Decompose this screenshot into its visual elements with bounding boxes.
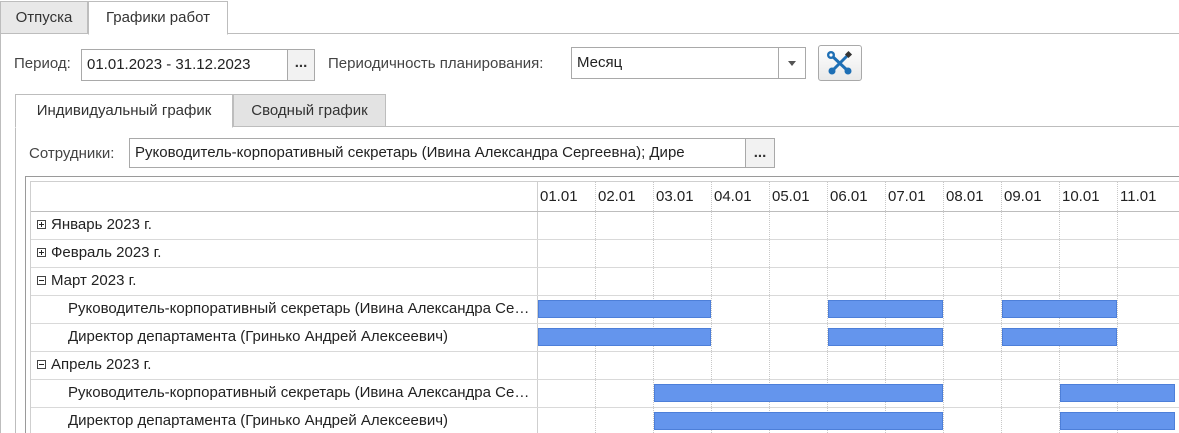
gantt-row-line: [31, 323, 1179, 324]
chevron-down-icon[interactable]: [778, 47, 806, 79]
tabs-underline: [0, 33, 1179, 34]
gantt-day-gridline: [1059, 211, 1060, 433]
gantt-employee-label[interactable]: Директор департамента (Гринько Андрей Ал…: [68, 412, 449, 429]
gantt-day-label: 02.01: [598, 188, 636, 205]
gantt-day-label: 04.01: [714, 188, 752, 205]
gantt-header-divider: [653, 182, 654, 211]
gantt-row-line: [31, 407, 1179, 408]
tab-summary-schedule[interactable]: Сводный график: [233, 94, 386, 127]
schedule-bar[interactable]: [654, 412, 943, 430]
employees-select-button[interactable]: ...: [745, 138, 775, 168]
schedule-bar[interactable]: [1002, 328, 1117, 346]
schedule-bar[interactable]: [1060, 412, 1175, 430]
gantt-row-line: [31, 239, 1179, 240]
gantt-header-divider: [711, 182, 712, 211]
gantt-day-gridline: [595, 211, 596, 433]
gantt-day-gridline: [1001, 211, 1002, 433]
gantt-group-label[interactable]: Февраль 2023 г.: [51, 244, 162, 261]
gantt-header-divider: [595, 182, 596, 211]
gantt-row-line: [31, 379, 1179, 380]
tab-work-schedules[interactable]: Графики работ: [88, 1, 228, 35]
gantt-row-line: [31, 267, 1179, 268]
gantt-day-gridline: [827, 211, 828, 433]
schedule-bar[interactable]: [538, 328, 711, 346]
expand-icon[interactable]: [37, 248, 46, 257]
gantt-day-label: 03.01: [656, 188, 694, 205]
gantt-header-divider: [1117, 182, 1118, 211]
gantt-header-divider: [1001, 182, 1002, 211]
gantt-group-label[interactable]: Апрель 2023 г.: [51, 356, 152, 373]
gantt-header-line: [31, 211, 1179, 212]
period-select-button[interactable]: ...: [287, 49, 315, 81]
period-label: Период:: [14, 55, 71, 72]
gantt-day-label: 06.01: [830, 188, 868, 205]
gantt-group-label[interactable]: Январь 2023 г.: [51, 216, 152, 233]
gantt-day-label: 10.01: [1062, 188, 1100, 205]
tab-individual-schedule[interactable]: Индивидуальный график: [15, 94, 233, 128]
gantt-grid: 01.01 02.01 03.01 04.01 05.01 06.01 07.01 08.01…: [30, 181, 1179, 433]
gantt-day-gridline: [885, 211, 886, 433]
wrench-screwdriver-icon: [827, 50, 853, 75]
gantt-column-separator: [537, 182, 538, 433]
gantt-row-line: [31, 295, 1179, 296]
gantt-employee-label[interactable]: Руководитель-корпоративный секретарь (Ив…: [68, 384, 534, 401]
gantt-header-divider: [769, 182, 770, 211]
schedule-bar[interactable]: [654, 384, 943, 402]
gantt-day-gridline: [1117, 211, 1118, 433]
gantt-day-label: 07.01: [888, 188, 926, 205]
settings-button[interactable]: [818, 45, 862, 81]
gantt-day-gridline: [711, 211, 712, 433]
periodicity-label: Периодичность планирования:: [328, 55, 544, 72]
schedule-bar[interactable]: [1060, 384, 1175, 402]
gantt-header-divider: [943, 182, 944, 211]
subtab-frame: [15, 126, 16, 433]
expand-icon[interactable]: [37, 220, 46, 229]
gantt-day-label: 05.01: [772, 188, 810, 205]
gantt-row-line: [31, 351, 1179, 352]
gantt-day-gridline: [943, 211, 944, 433]
gantt-day-gridline: [769, 211, 770, 433]
tab-vacations[interactable]: Отпуска: [0, 1, 88, 34]
schedule-bar[interactable]: [538, 300, 711, 318]
subtabs-underline: [15, 126, 1179, 127]
gantt-group-label[interactable]: Март 2023 г.: [51, 272, 137, 289]
employees-field[interactable]: Руководитель-корпоративный секретарь (Ив…: [129, 138, 747, 168]
collapse-icon[interactable]: [37, 360, 46, 369]
gantt-employee-label[interactable]: Руководитель-корпоративный секретарь (Ив…: [68, 300, 534, 317]
employees-label: Сотрудники:: [29, 145, 115, 162]
schedule-bar[interactable]: [1002, 300, 1117, 318]
gantt-chart: 01.01 02.01 03.01 04.01 05.01 06.01 07.01 08.01…: [25, 176, 1179, 433]
gantt-day-gridline: [653, 211, 654, 433]
gantt-header-divider: [885, 182, 886, 211]
form-frame: [0, 33, 1179, 433]
collapse-icon[interactable]: [37, 276, 46, 285]
schedule-bar[interactable]: [828, 300, 943, 318]
gantt-employee-label[interactable]: Директор департамента (Гринько Андрей Ал…: [68, 328, 449, 345]
gantt-header-divider: [827, 182, 828, 211]
gantt-day-label: 08.01: [946, 188, 984, 205]
gantt-day-label: 09.01: [1004, 188, 1042, 205]
periodicity-select[interactable]: Месяц: [571, 47, 779, 79]
gantt-header-divider: [1059, 182, 1060, 211]
period-field[interactable]: 01.01.2023 - 31.12.2023: [81, 49, 289, 81]
gantt-day-label: 01.01: [540, 188, 578, 205]
gantt-day-label: 11.01: [1120, 188, 1157, 205]
schedule-bar[interactable]: [828, 328, 943, 346]
